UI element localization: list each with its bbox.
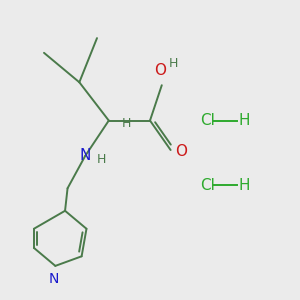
Text: Cl: Cl [200,178,215,193]
Text: Cl: Cl [200,113,215,128]
Text: N: N [49,272,59,286]
Text: H: H [238,113,250,128]
Text: N: N [80,148,91,164]
Text: H: H [122,117,131,130]
Text: H: H [169,58,178,70]
Text: O: O [175,144,187,159]
Text: O: O [154,63,166,78]
Text: H: H [238,178,250,193]
Text: H: H [97,153,106,166]
